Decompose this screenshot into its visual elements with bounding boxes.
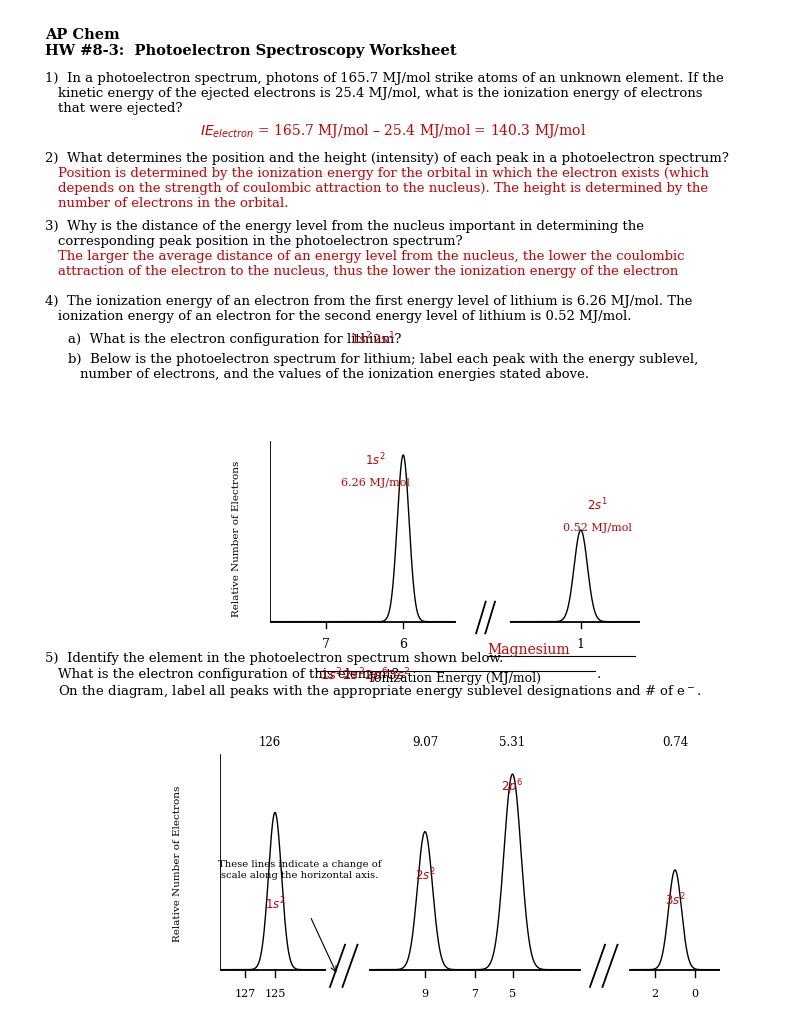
Text: 0: 0 [691, 989, 698, 998]
Text: 5)  Identify the element in the photoelectron spectrum shown below.: 5) Identify the element in the photoelec… [45, 652, 503, 665]
Text: AP Chem: AP Chem [45, 28, 119, 42]
Text: 2: 2 [652, 989, 659, 998]
Text: Ionization Energy (MJ/mol): Ionization Energy (MJ/mol) [369, 672, 541, 685]
Text: $1s^2$: $1s^2$ [265, 896, 286, 912]
Text: 0.74: 0.74 [662, 736, 688, 749]
Text: kinetic energy of the ejected electrons is 25.4 MJ/mol, what is the ionization e: kinetic energy of the ejected electrons … [58, 87, 702, 100]
Text: Relative Number of Electrons: Relative Number of Electrons [233, 460, 241, 616]
Text: 5.31: 5.31 [499, 736, 525, 749]
Text: number of electrons in the orbital.: number of electrons in the orbital. [58, 197, 289, 210]
Text: 125: 125 [264, 989, 286, 998]
Text: 7: 7 [322, 638, 329, 651]
Text: 6: 6 [399, 638, 407, 651]
Text: a)  What is the electron configuration for lithium?: a) What is the electron configuration fo… [68, 333, 410, 346]
Text: attraction of the electron to the nucleus, thus the lower the ionization energy : attraction of the electron to the nucleu… [58, 265, 678, 278]
Text: 1: 1 [577, 638, 585, 651]
Text: 3)  Why is the distance of the energy level from the nucleus important in determ: 3) Why is the distance of the energy lev… [45, 220, 644, 233]
Text: number of electrons, and the values of the ionization energies stated above.: number of electrons, and the values of t… [80, 368, 589, 381]
Text: On the diagram, label all peaks with the appropriate energy sublevel designation: On the diagram, label all peaks with the… [58, 683, 702, 700]
Text: .: . [597, 668, 601, 681]
Text: The larger the average distance of an energy level from the nucleus, the lower t: The larger the average distance of an en… [58, 250, 684, 263]
Text: 127: 127 [234, 989, 255, 998]
Text: $2s^2$: $2s^2$ [414, 866, 435, 884]
Text: 126: 126 [259, 736, 281, 749]
Text: 9.07: 9.07 [412, 736, 438, 749]
Text: 2)  What determines the position and the height (intensity) of each peak in a ph: 2) What determines the position and the … [45, 152, 729, 165]
Text: Magnesium: Magnesium [487, 643, 570, 657]
Text: b)  Below is the photoelectron spectrum for lithium; label each peak with the en: b) Below is the photoelectron spectrum f… [68, 353, 698, 366]
Text: $1s^22s^22p^63s^2$: $1s^22s^22p^63s^2$ [320, 666, 411, 686]
Text: 5: 5 [509, 989, 516, 998]
Text: $2s^1$: $2s^1$ [587, 497, 607, 513]
Text: ionization energy of an electron for the second energy level of lithium is 0.52 : ionization energy of an electron for the… [58, 310, 631, 323]
Text: $1s^22s^1$: $1s^22s^1$ [350, 331, 395, 347]
Text: 0.52 MJ/mol: 0.52 MJ/mol [563, 523, 632, 534]
Text: $3s^2$: $3s^2$ [664, 892, 685, 908]
Text: 4)  The ionization energy of an electron from the first energy level of lithium : 4) The ionization energy of an electron … [45, 295, 692, 308]
Text: 6.26 MJ/mol: 6.26 MJ/mol [341, 478, 410, 488]
Text: $1s^2$: $1s^2$ [365, 452, 386, 468]
Text: 9: 9 [422, 989, 429, 998]
Text: Relative Number of Electrons: Relative Number of Electrons [173, 786, 182, 942]
Text: $\mathit{IE}_{electron}$ = 165.7 MJ/mol – 25.4 MJ/mol = 140.3 MJ/mol: $\mathit{IE}_{electron}$ = 165.7 MJ/mol … [200, 122, 586, 140]
Text: These lines indicate a change of
scale along the horizontal axis.: These lines indicate a change of scale a… [218, 860, 382, 880]
Text: What is the electron configuration of this element?: What is the electron configuration of th… [58, 668, 399, 681]
Text: $2p^6$: $2p^6$ [501, 777, 524, 797]
Text: HW #8-3:  Photoelectron Spectroscopy Worksheet: HW #8-3: Photoelectron Spectroscopy Work… [45, 44, 456, 58]
Text: depends on the strength of coulombic attraction to the nucleus). The height is d: depends on the strength of coulombic att… [58, 182, 708, 195]
Text: Position is determined by the ionization energy for the orbital in which the ele: Position is determined by the ionization… [58, 167, 709, 180]
Text: corresponding peak position in the photoelectron spectrum?: corresponding peak position in the photo… [58, 234, 463, 248]
Text: 7: 7 [471, 989, 479, 998]
Text: 1)  In a photoelectron spectrum, photons of 165.7 MJ/mol strike atoms of an unkn: 1) In a photoelectron spectrum, photons … [45, 72, 724, 85]
Text: that were ejected?: that were ejected? [58, 102, 183, 115]
